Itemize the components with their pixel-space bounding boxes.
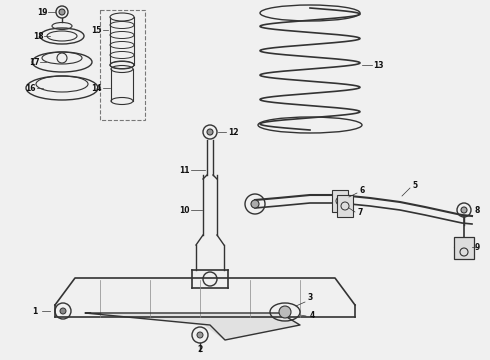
Text: 19: 19 <box>37 8 47 17</box>
Text: 7: 7 <box>357 207 363 216</box>
Text: 1: 1 <box>32 306 38 315</box>
Text: 17: 17 <box>29 58 39 67</box>
Text: 4: 4 <box>309 311 315 320</box>
Text: 10: 10 <box>179 206 189 215</box>
Text: 3: 3 <box>307 293 313 302</box>
Text: 9: 9 <box>474 243 480 252</box>
Circle shape <box>279 306 291 318</box>
Circle shape <box>197 332 203 338</box>
Text: 11: 11 <box>179 166 189 175</box>
Text: 18: 18 <box>33 32 43 41</box>
Polygon shape <box>85 313 300 340</box>
Text: 15: 15 <box>91 26 101 35</box>
Text: 8: 8 <box>474 206 480 215</box>
Text: 14: 14 <box>91 84 101 93</box>
Text: 12: 12 <box>228 127 238 136</box>
Circle shape <box>207 129 213 135</box>
Circle shape <box>59 9 65 15</box>
Text: 2: 2 <box>197 346 203 355</box>
Bar <box>337 195 353 217</box>
Text: 6: 6 <box>359 185 365 194</box>
Circle shape <box>60 308 66 314</box>
Bar <box>454 237 474 259</box>
Text: 5: 5 <box>413 180 417 189</box>
Circle shape <box>251 200 259 208</box>
Bar <box>100 10 145 120</box>
Text: 16: 16 <box>25 84 35 93</box>
Circle shape <box>461 207 467 213</box>
Text: 13: 13 <box>373 60 383 69</box>
Bar <box>332 190 348 212</box>
